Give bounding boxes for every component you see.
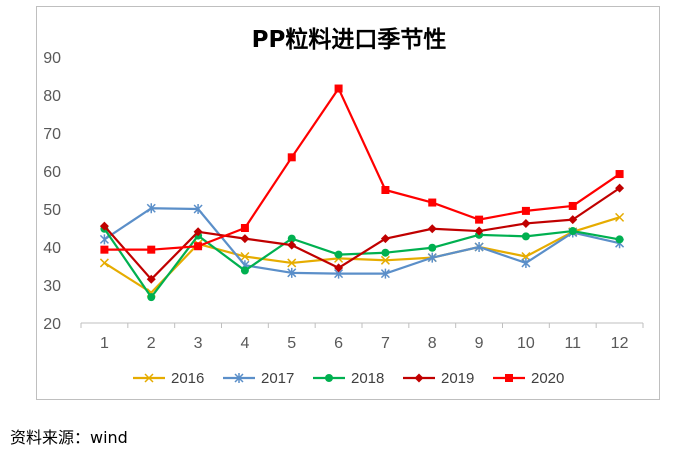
y-tick-label: 50 (43, 202, 61, 219)
data-point (568, 227, 577, 236)
y-tick-label: 70 (43, 126, 61, 143)
chart-title: PP粒料进口季节性 (252, 26, 447, 53)
x-tick-label: 3 (194, 335, 203, 352)
legend-label: 2017 (261, 370, 294, 387)
data-point (334, 263, 344, 273)
data-point (615, 170, 624, 179)
data-point (146, 274, 156, 284)
data-point (287, 258, 297, 268)
y-tick-label: 20 (43, 316, 61, 333)
chart-frame: PP粒料进口季节性 1 2 3 4 5 6 7 8 9 10 11 12 20 30 40 50 60 70 80 9… (36, 6, 660, 400)
y-tick-label: 30 (43, 278, 61, 295)
legend-label: 2018 (351, 370, 384, 387)
series-2019 (99, 183, 625, 284)
data-point (474, 242, 484, 252)
x-tick-label: 2 (147, 335, 156, 352)
legend-item: 2016 (133, 370, 204, 387)
data-point (334, 250, 343, 259)
source-note: 资料来源：wind (10, 428, 128, 447)
data-point (568, 215, 578, 225)
y-tick-label: 40 (43, 240, 61, 257)
series-line (103, 228, 620, 299)
data-point (615, 183, 625, 193)
series-layer (99, 84, 625, 302)
data-point (428, 198, 437, 207)
data-point (240, 234, 250, 244)
data-point (474, 226, 484, 236)
series-line (104, 87, 621, 251)
legend: 2016 2017 2018 2019 2020 (133, 370, 564, 387)
legend-item: 2019 (403, 370, 474, 387)
data-point (100, 245, 109, 254)
x-tick-label: 11 (564, 335, 581, 352)
series-2017 (99, 203, 625, 279)
data-point (521, 206, 530, 215)
data-point (147, 245, 156, 254)
data-point (521, 251, 531, 262)
data-point (521, 232, 530, 241)
data-point (325, 374, 333, 382)
data-point (505, 374, 513, 382)
data-point (193, 227, 203, 237)
data-point (381, 186, 390, 194)
data-point (144, 373, 154, 383)
legend-label: 2020 (531, 370, 564, 387)
legend-item: 2018 (313, 370, 384, 387)
data-point (287, 153, 296, 162)
legend-label: 2016 (171, 370, 204, 387)
data-point (414, 373, 424, 383)
series-line (103, 187, 621, 281)
y-tick-label: 60 (43, 164, 61, 181)
seasonal-line-chart: PP粒料进口季节性 1 2 3 4 5 6 7 8 9 10 11 12203040506070809… (43, 26, 644, 387)
series-2020 (100, 84, 624, 254)
data-point (381, 248, 390, 257)
data-point (615, 235, 624, 244)
data-point (427, 224, 437, 234)
series-line (103, 216, 620, 294)
legend-item: 2020 (493, 370, 564, 387)
data-point (380, 234, 390, 244)
data-point (521, 257, 531, 268)
data-point (427, 252, 437, 263)
y-tick-label: 80 (43, 88, 61, 105)
data-point (194, 242, 203, 251)
data-point (240, 251, 250, 262)
series-line (103, 207, 620, 275)
x-tick-label: 7 (381, 335, 390, 352)
legend-item: 2017 (223, 370, 294, 387)
x-tick-label: 8 (428, 335, 437, 352)
x-tick-label: 10 (517, 335, 535, 352)
data-point (380, 268, 390, 279)
data-point (234, 373, 244, 383)
data-point (193, 204, 203, 214)
series-2016 (99, 212, 625, 298)
data-point (287, 267, 297, 278)
data-point (240, 224, 249, 232)
data-point (380, 255, 390, 265)
legend-label: 2019 (441, 370, 474, 387)
data-point (146, 203, 156, 214)
x-tick-label: 12 (611, 335, 629, 352)
data-point (615, 212, 625, 222)
x-tick-label: 9 (475, 335, 484, 352)
x-tick-label: 4 (240, 335, 249, 352)
data-point (287, 240, 297, 250)
x-tick-label: 6 (334, 335, 343, 352)
data-point (99, 258, 109, 268)
data-point (287, 234, 296, 243)
y-tick-label: 90 (43, 50, 61, 67)
data-point (568, 201, 577, 210)
data-point (240, 266, 249, 275)
data-point (428, 243, 437, 252)
data-point (99, 234, 109, 245)
data-point (334, 84, 343, 93)
x-tick-label: 1 (100, 335, 109, 352)
data-point (99, 221, 109, 231)
data-point (521, 218, 531, 228)
data-point (475, 215, 484, 224)
x-tick-label: 5 (287, 335, 296, 352)
data-point (147, 293, 156, 302)
